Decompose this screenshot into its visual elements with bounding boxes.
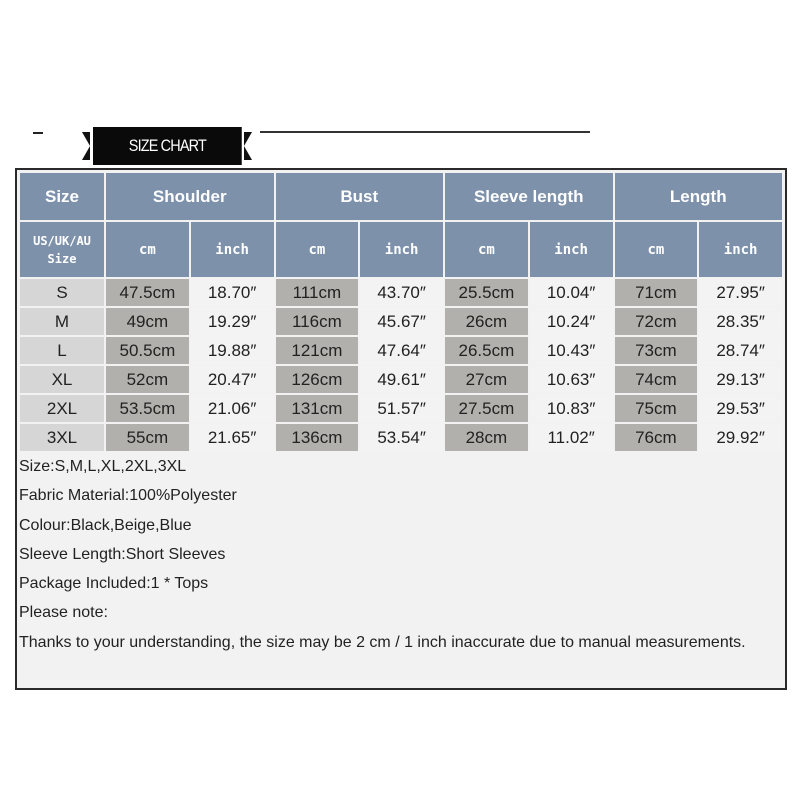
inch-cell: 10.24″ [529,308,613,335]
size-cell: S [20,279,104,306]
unit-cm: cm [445,222,528,277]
size-chart-banner: SIZE CHART [30,113,600,165]
size-cell: M [20,308,104,335]
size-table: Size Shoulder Bust Sleeve length Length … [18,171,784,453]
cm-cell: 26.5cm [445,337,528,364]
inch-cell: 51.57″ [360,395,443,422]
size-cell: L [20,337,104,364]
note-line: Package Included:1 * Tops [19,575,209,593]
inch-cell: 43.70″ [360,279,443,306]
product-notes: Size:S,M,L,XL,2XL,3XL Fabric Material:100… [17,452,785,657]
inch-cell: 27.95″ [699,279,782,306]
table-row: M 49cm 19.29″ 116cm 45.67″ 26cm 10.24″ 72cm 28.3… [20,308,782,335]
header-region-size: US/UK/AU Size [20,222,104,277]
inch-cell: 20.47″ [190,366,274,393]
unit-inch: inch [699,222,782,277]
cm-cell: 52cm [106,366,189,393]
inch-cell: 47.64″ [360,337,443,364]
divider [260,131,590,133]
note-line: Size:S,M,L,XL,2XL,3XL [19,458,187,475]
cm-cell: 136cm [275,424,359,451]
inch-cell: 18.70″ [190,279,274,306]
cm-cell: 28cm [445,424,528,451]
cm-cell: 111cm [275,279,359,306]
cm-cell: 131cm [275,395,359,422]
cm-cell: 53.5cm [106,395,189,422]
note-line: Colour:Black,Beige,Blue [19,516,192,534]
note-line: Sleeve Length:Short Sleeves [19,545,226,563]
inch-cell: 10.04″ [529,279,613,306]
inch-cell: 28.35″ [699,308,782,335]
header-shoulder: Shoulder [106,173,274,220]
header-row: Size Shoulder Bust Sleeve length Length [20,173,782,220]
inch-cell: 21.65″ [190,424,274,451]
table-row: L 50.5cm 19.88″ 121cm 47.64″ 26.5cm 10.43″ 73cm… [20,337,782,364]
cm-cell: 50.5cm [106,337,189,364]
cm-cell: 27cm [445,366,528,393]
size-cell: 3XL [20,424,104,451]
cm-cell: 27.5cm [445,395,528,422]
note-line: Fabric Material:100%Polyester [19,487,237,505]
inch-cell: 19.88″ [190,337,274,364]
inch-cell: 11.02″ [529,424,613,451]
unit-inch: inch [360,222,443,277]
unit-inch: inch [190,222,274,277]
divider [33,132,43,134]
cm-cell: 25.5cm [445,279,528,306]
cm-cell: 73cm [614,337,698,364]
ribbon-tail-left [82,132,90,160]
cm-cell: 71cm [614,279,698,306]
note-line: Please note: [19,604,108,622]
cm-cell: 49cm [106,308,189,335]
unit-inch: inch [529,222,613,277]
cm-cell: 47.5cm [106,279,189,306]
size-cell: 2XL [20,395,104,422]
inch-cell: 19.29″ [190,308,274,335]
inch-cell: 29.53″ [699,395,782,422]
inch-cell: 10.63″ [529,366,613,393]
inch-cell: 53.54″ [360,424,443,451]
unit-cm: cm [106,222,189,277]
cm-cell: 72cm [614,308,698,335]
cm-cell: 74cm [614,366,698,393]
ribbon-tail-right [244,132,252,160]
subheader-row: US/UK/AU Size cm inch cm inch cm inch cm inc… [20,222,782,277]
header-sleeve-length: Sleeve length [445,173,613,220]
header-length: Length [614,173,782,220]
unit-cm: cm [614,222,698,277]
table-row: S 47.5cm 18.70″ 111cm 43.70″ 25.5cm 10.04″ 71cm… [20,279,782,306]
cm-cell: 75cm [614,395,698,422]
banner-title: SIZE CHART [93,127,242,165]
inch-cell: 21.06″ [190,395,274,422]
cm-cell: 76cm [614,424,698,451]
header-size: Size [20,173,104,220]
table-row: 3XL 55cm 21.65″ 136cm 53.54″ 28cm 11.02″ 76cm 29… [20,424,782,451]
inch-cell: 49.61″ [360,366,443,393]
cm-cell: 26cm [445,308,528,335]
table-row: XL 52cm 20.47″ 126cm 49.61″ 27cm 10.63″ 74cm 29.… [20,366,782,393]
cm-cell: 116cm [275,308,359,335]
inch-cell: 10.43″ [529,337,613,364]
cm-cell: 121cm [275,337,359,364]
inch-cell: 29.13″ [699,366,782,393]
unit-cm: cm [275,222,359,277]
size-chart-panel: Size Shoulder Bust Sleeve length Length … [15,168,787,690]
table-row: 2XL 53.5cm 21.06″ 131cm 51.57″ 27.5cm 10.83″ 75… [20,395,782,422]
inch-cell: 29.92″ [699,424,782,451]
inch-cell: 10.83″ [529,395,613,422]
size-cell: XL [20,366,104,393]
note-line: Thanks to your understanding, the size m… [19,633,746,651]
header-bust: Bust [275,173,443,220]
cm-cell: 126cm [275,366,359,393]
inch-cell: 45.67″ [360,308,443,335]
inch-cell: 28.74″ [699,337,782,364]
cm-cell: 55cm [106,424,189,451]
